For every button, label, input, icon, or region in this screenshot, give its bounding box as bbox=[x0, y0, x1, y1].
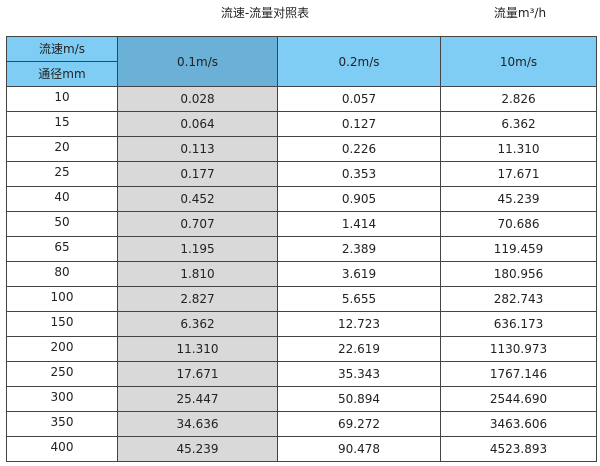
flow-cell: 6.362 bbox=[117, 311, 278, 337]
flow-cell: 0.113 bbox=[117, 136, 278, 162]
table-row: 80 1.810 3.619 180.956 bbox=[6, 261, 597, 287]
table-row: 15 0.064 0.127 6.362 bbox=[6, 111, 597, 137]
table-row: 250 17.671 35.343 1767.146 bbox=[6, 361, 597, 387]
flow-cell: 2.826 bbox=[440, 86, 597, 112]
diameter-cell: 100 bbox=[6, 286, 118, 312]
flow-cell: 35.343 bbox=[277, 361, 441, 387]
flow-cell: 3463.606 bbox=[440, 411, 597, 437]
diameter-cell: 15 bbox=[6, 111, 118, 137]
header-col-2: 10m/s bbox=[440, 36, 597, 87]
table-row: 20 0.113 0.226 11.310 bbox=[6, 136, 597, 162]
flow-cell: 1767.146 bbox=[440, 361, 597, 387]
diameter-cell: 10 bbox=[6, 86, 118, 112]
table-row: 300 25.447 50.894 2544.690 bbox=[6, 386, 597, 412]
flow-cell: 1.414 bbox=[277, 211, 441, 237]
flow-cell: 6.362 bbox=[440, 111, 597, 137]
flow-cell: 0.452 bbox=[117, 186, 278, 212]
diameter-cell: 40 bbox=[6, 186, 118, 212]
unit-label: 流量m³/h bbox=[493, 6, 547, 20]
flow-cell: 70.686 bbox=[440, 211, 597, 237]
flow-cell: 12.723 bbox=[277, 311, 441, 337]
flow-cell: 636.173 bbox=[440, 311, 597, 337]
page-title: 流速-流量对照表 bbox=[220, 6, 310, 20]
flow-cell: 11.310 bbox=[117, 336, 278, 362]
flow-cell: 180.956 bbox=[440, 261, 597, 287]
diameter-cell: 200 bbox=[6, 336, 118, 362]
diameter-cell: 350 bbox=[6, 411, 118, 437]
flow-cell: 17.671 bbox=[440, 161, 597, 187]
flow-cell: 22.619 bbox=[277, 336, 441, 362]
table-row: 400 45.239 90.478 4523.893 bbox=[6, 436, 597, 462]
flow-cell: 2544.690 bbox=[440, 386, 597, 412]
flow-cell: 0.064 bbox=[117, 111, 278, 137]
header-col-1: 0.2m/s bbox=[277, 36, 441, 87]
diameter-cell: 80 bbox=[6, 261, 118, 287]
flow-cell: 50.894 bbox=[277, 386, 441, 412]
flow-cell: 5.655 bbox=[277, 286, 441, 312]
table-row: 10 0.028 0.057 2.826 bbox=[6, 86, 597, 112]
diameter-cell: 50 bbox=[6, 211, 118, 237]
diameter-cell: 400 bbox=[6, 436, 118, 462]
flow-cell: 45.239 bbox=[440, 186, 597, 212]
flow-cell: 1130.973 bbox=[440, 336, 597, 362]
flow-cell: 0.177 bbox=[117, 161, 278, 187]
diameter-cell: 25 bbox=[6, 161, 118, 187]
header-col-0: 0.1m/s bbox=[117, 36, 278, 87]
flow-cell: 0.057 bbox=[277, 86, 441, 112]
flow-cell: 4523.893 bbox=[440, 436, 597, 462]
flow-cell: 0.707 bbox=[117, 211, 278, 237]
table-row: 65 1.195 2.389 119.459 bbox=[6, 236, 597, 262]
table-row: 350 34.636 69.272 3463.606 bbox=[6, 411, 597, 437]
flow-cell: 45.239 bbox=[117, 436, 278, 462]
flow-cell: 2.827 bbox=[117, 286, 278, 312]
diameter-cell: 150 bbox=[6, 311, 118, 337]
flow-cell: 282.743 bbox=[440, 286, 597, 312]
flow-cell: 3.619 bbox=[277, 261, 441, 287]
flow-cell: 17.671 bbox=[117, 361, 278, 387]
flow-cell: 90.478 bbox=[277, 436, 441, 462]
header-velocity-label: 流速m/s bbox=[6, 36, 118, 62]
flow-cell: 0.905 bbox=[277, 186, 441, 212]
table-row: 40 0.452 0.905 45.239 bbox=[6, 186, 597, 212]
flow-cell: 1.810 bbox=[117, 261, 278, 287]
flow-cell: 69.272 bbox=[277, 411, 441, 437]
flow-cell: 25.447 bbox=[117, 386, 278, 412]
flow-cell: 0.127 bbox=[277, 111, 441, 137]
diameter-cell: 65 bbox=[6, 236, 118, 262]
table-row: 200 11.310 22.619 1130.973 bbox=[6, 336, 597, 362]
diameter-cell: 20 bbox=[6, 136, 118, 162]
header-diameter-label: 通径mm bbox=[6, 61, 118, 87]
flow-cell: 119.459 bbox=[440, 236, 597, 262]
flow-cell: 0.028 bbox=[117, 86, 278, 112]
diameter-cell: 250 bbox=[6, 361, 118, 387]
flow-cell: 0.353 bbox=[277, 161, 441, 187]
flow-cell: 34.636 bbox=[117, 411, 278, 437]
flow-cell: 0.226 bbox=[277, 136, 441, 162]
table-row: 100 2.827 5.655 282.743 bbox=[6, 286, 597, 312]
flow-rate-table: 流速m/s 0.1m/s 0.2m/s 10m/s 通径mm 10 0.028 0.… bbox=[6, 36, 597, 462]
table-row: 150 6.362 12.723 636.173 bbox=[6, 311, 597, 337]
flow-cell: 2.389 bbox=[277, 236, 441, 262]
flow-cell: 1.195 bbox=[117, 236, 278, 262]
table-row: 50 0.707 1.414 70.686 bbox=[6, 211, 597, 237]
table-row: 25 0.177 0.353 17.671 bbox=[6, 161, 597, 187]
diameter-cell: 300 bbox=[6, 386, 118, 412]
flow-cell: 11.310 bbox=[440, 136, 597, 162]
